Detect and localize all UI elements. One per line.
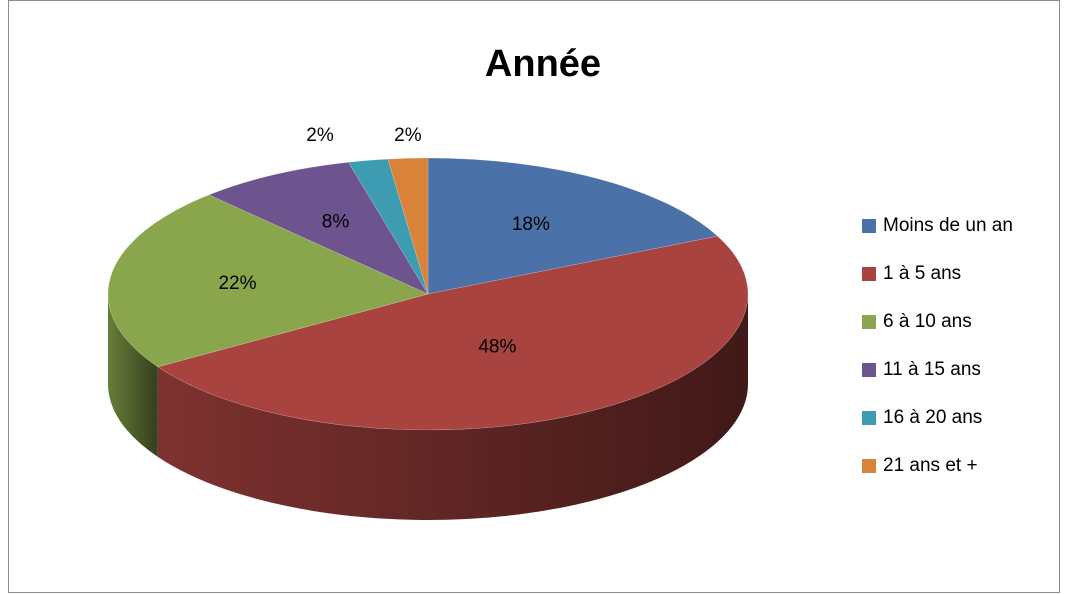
pie-slice [208, 162, 429, 295]
legend-swatch [862, 459, 876, 473]
data-label: 48% [478, 337, 516, 358]
legend-label: Moins de un an [883, 215, 1013, 236]
legend-swatch [862, 267, 876, 281]
data-labels: 18% 48% 22% 8% 2% 2% [218, 125, 549, 358]
data-label: 2% [306, 125, 334, 146]
data-label: 8% [322, 212, 350, 233]
legend-label: 1 à 5 ans [883, 263, 961, 284]
pie-sides [108, 294, 748, 520]
legend-swatch [862, 363, 876, 377]
pie-slice [107, 194, 429, 368]
legend-swatch [862, 411, 876, 425]
legend-swatch [862, 219, 876, 233]
pie-slice-side [108, 294, 158, 457]
legend-label: 11 à 15 ans [883, 359, 981, 380]
pie-slice [157, 235, 749, 431]
data-label: 18% [512, 214, 550, 235]
pie-tops [107, 157, 749, 431]
legend-label: 16 à 20 ans [883, 407, 982, 428]
pie-slice [348, 158, 429, 295]
pie-slice-side [157, 294, 748, 520]
data-label: 22% [218, 273, 256, 294]
legend-swatch [862, 315, 876, 329]
legend-label: 6 à 10 ans [883, 311, 972, 332]
legend: Moins de un an 1 à 5 ans 6 à 10 ans 11 à 15… [862, 215, 1013, 476]
data-label: 2% [394, 125, 422, 146]
pie-slice [427, 157, 719, 295]
pie-slice [387, 157, 429, 295]
chart-title: Année [485, 43, 601, 85]
legend-label: 21 ans et + [883, 455, 978, 476]
